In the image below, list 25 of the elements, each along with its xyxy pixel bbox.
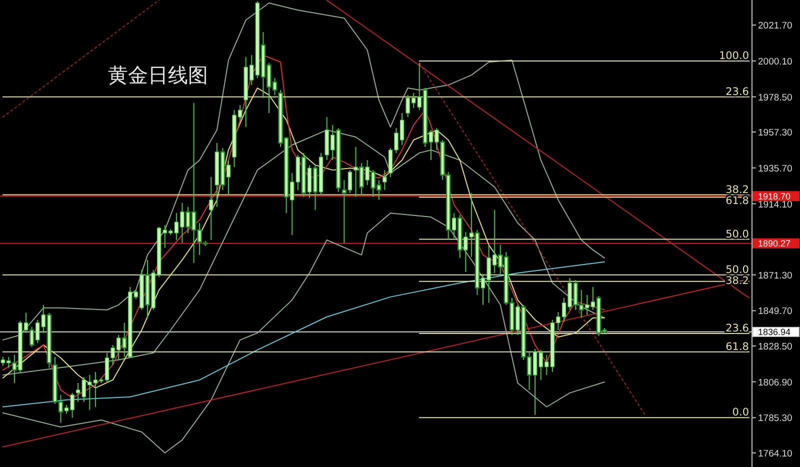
- ref-line-label: 1918.70: [758, 191, 791, 202]
- annotation: 100.0: [718, 50, 749, 62]
- y-tick-label: 1957.30: [758, 128, 792, 139]
- annotation: 23.6: [726, 322, 750, 334]
- y-tick-label: 1871.30: [758, 270, 792, 282]
- annotation: 38.2: [726, 184, 749, 196]
- y-tick-label: 1914.10: [758, 199, 792, 210]
- y-tick-label: 1764.10: [758, 448, 792, 460]
- annotation: 0.0: [732, 406, 749, 419]
- y-tick-label: 1935.70: [758, 163, 792, 174]
- annotation: 61.8: [726, 194, 749, 207]
- title: 黄金日线图: [108, 63, 208, 87]
- ref-line-label: 1890.27: [758, 238, 791, 249]
- y-tick-label: 1785.30: [758, 413, 792, 424]
- annotation: 23.6: [726, 86, 750, 98]
- y-tick-label: 1978.50: [758, 92, 792, 104]
- y-tick-label: 2000.10: [758, 56, 792, 68]
- y-tick-label: 2021.70: [758, 20, 792, 32]
- annotation: 50.0: [726, 264, 749, 276]
- y-tick-label: 1828.50: [758, 341, 792, 352]
- annotation: 61.8: [726, 340, 749, 353]
- ref-line-label: 1836.94: [758, 327, 791, 338]
- annotation: 50.0: [726, 228, 749, 240]
- y-tick-label: 1849.70: [758, 306, 792, 318]
- y-tick-label: 1806.90: [758, 377, 792, 388]
